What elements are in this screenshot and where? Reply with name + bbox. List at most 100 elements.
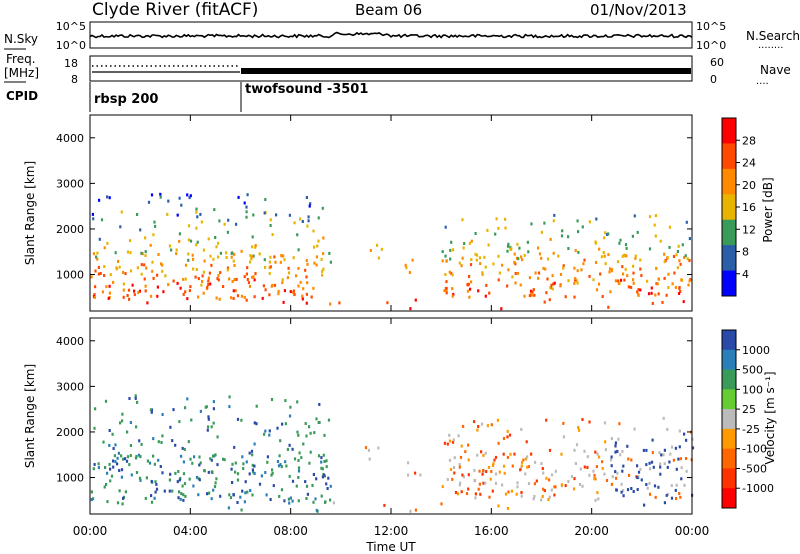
power-cell [484, 294, 487, 298]
power-cell [296, 233, 299, 237]
velocity-cell [199, 461, 202, 465]
power-cell [156, 273, 159, 277]
power-cell [607, 305, 610, 309]
power-cell [650, 291, 653, 295]
power-cell [687, 283, 690, 287]
power-cell [170, 248, 173, 252]
velocity-cell [657, 485, 660, 489]
power-cell [245, 298, 248, 302]
power-cell [207, 283, 210, 286]
velocity-ytick: 3000 [56, 380, 84, 393]
power-cell [240, 294, 244, 298]
power-cell [175, 248, 178, 252]
velocity-cell [533, 494, 536, 498]
velocity-cell [541, 495, 544, 498]
power-cell [281, 278, 284, 282]
velocity-cell [139, 478, 142, 482]
power-cell [678, 259, 681, 263]
power-cell [513, 260, 516, 264]
power-cell [98, 237, 101, 241]
velocity-cell [659, 462, 662, 466]
velocity-cell [377, 446, 380, 450]
velocity-cell [548, 448, 552, 452]
power-cell [545, 291, 548, 295]
velocity-cell [178, 490, 181, 494]
power-cell [307, 219, 310, 223]
power-cell [161, 269, 164, 273]
power-cell [282, 300, 285, 304]
power-cell [189, 285, 192, 289]
velocity-cell [482, 453, 485, 457]
velocity-cell [627, 457, 630, 461]
power-cell [156, 294, 159, 298]
velocity-cell [594, 498, 597, 502]
power-cell [233, 252, 236, 256]
power-cell [188, 196, 191, 200]
power-cell [529, 289, 533, 293]
power-cell [235, 222, 238, 226]
power-cell [96, 251, 99, 255]
velocity-cell [457, 434, 460, 438]
velocity-cell [135, 454, 138, 458]
power-cell [444, 225, 447, 229]
power-cell [483, 255, 486, 259]
power-cell [94, 285, 97, 289]
velocity-cell [506, 455, 509, 459]
velocity-cell [562, 435, 565, 439]
velocity-cell [212, 488, 215, 492]
power-cell [187, 252, 190, 256]
power-cell [506, 244, 510, 248]
power-cell [299, 280, 302, 284]
velocity-cell [487, 465, 491, 469]
velocity-cell [150, 500, 154, 504]
power-cell [634, 254, 637, 258]
velocity-cell [304, 480, 307, 484]
power-cell [523, 253, 526, 257]
power-cell [297, 248, 300, 252]
power-cell [315, 263, 318, 267]
velocity-cell [534, 460, 537, 464]
velocity-cell [645, 463, 648, 467]
velocity-cell [573, 448, 576, 452]
noise-tick-right-bottom: 10^0 [696, 39, 726, 52]
power-cell [192, 257, 195, 261]
power-cell [122, 288, 125, 292]
velocity-cell [519, 468, 522, 472]
power-cell [478, 256, 481, 260]
velocity-cell [240, 418, 243, 422]
velocity-cell [458, 465, 461, 469]
power-cell [601, 295, 604, 298]
power-cell [114, 251, 117, 255]
velocity-cell [451, 440, 455, 444]
power-cell [219, 271, 222, 275]
velocity-cell [182, 498, 185, 502]
power-cell [184, 290, 187, 294]
power-cell [549, 237, 552, 241]
power-cell [651, 302, 654, 305]
velocity-cell [407, 461, 410, 465]
velocity-cell [93, 426, 96, 430]
power-cell [377, 256, 380, 260]
power-cell [115, 267, 118, 271]
velocity-cell [293, 457, 297, 461]
power-cell [261, 296, 264, 300]
power-cell [621, 272, 625, 276]
velocity-cell [490, 470, 493, 473]
power-cell [469, 287, 472, 291]
power-cell [523, 294, 526, 298]
power-cell [144, 250, 147, 254]
power-cell [251, 245, 254, 249]
power-cell [295, 274, 298, 278]
velocity-cell [526, 455, 529, 459]
velocity-cell [120, 468, 124, 472]
velocity-cell [105, 483, 108, 486]
velocity-cell [315, 417, 318, 421]
colorbar-tick: -1000 [742, 482, 774, 495]
power-cell [288, 213, 291, 217]
power-cell [315, 255, 318, 259]
power-cell [577, 250, 580, 254]
power-cell [616, 279, 620, 283]
velocity-cell [414, 508, 417, 512]
power-cell [274, 260, 277, 264]
velocity-cell [251, 453, 254, 457]
